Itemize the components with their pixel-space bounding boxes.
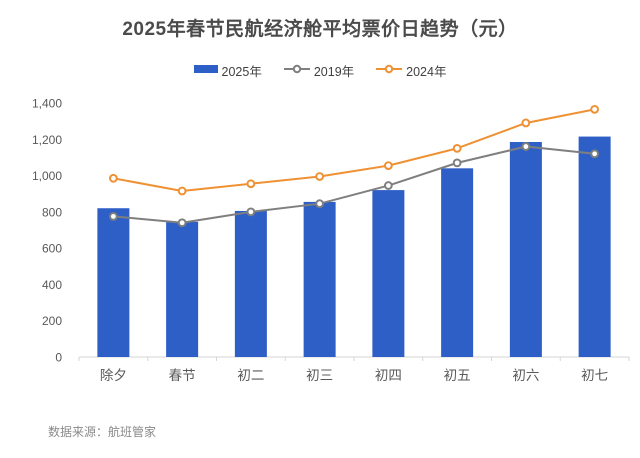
y-axis-tick-label: 0 [55, 351, 62, 365]
line-marker-swatch-icon [283, 61, 310, 79]
data-point-marker [246, 207, 256, 217]
bar [578, 136, 611, 357]
legend-item-2024: 2024年 [376, 61, 446, 80]
data-point-marker [177, 218, 187, 228]
data-point-marker [590, 149, 600, 159]
data-point-marker [246, 179, 256, 189]
bar [441, 168, 474, 357]
y-axis-tick-label: 600 [42, 242, 62, 256]
line-marker-swatch-icon [376, 61, 403, 79]
data-point-marker [383, 181, 393, 190]
x-axis-category-label: 初六 [512, 367, 539, 383]
trend-line [113, 108, 595, 192]
bar [372, 190, 405, 357]
data-point-marker [452, 158, 462, 168]
x-axis-category-label: 初四 [375, 367, 402, 383]
y-axis-tick-label: 1,000 [32, 169, 62, 183]
data-point-marker [452, 143, 462, 153]
legend-label: 2025年 [221, 64, 262, 79]
x-axis-category-label: 初五 [444, 367, 471, 383]
x-axis-category-label: 初二 [237, 367, 264, 383]
data-point-marker [177, 186, 187, 196]
y-axis-tick-label: 1,400 [32, 97, 62, 111]
x-axis-category-label: 除夕 [100, 368, 127, 383]
y-axis-tick-label: 800 [42, 205, 62, 219]
bar [303, 201, 336, 357]
y-axis-tick-label: 200 [42, 314, 62, 328]
data-point-marker [108, 173, 118, 183]
legend: 2025年 2019年 2024年 [0, 60, 640, 80]
chart-title: 2025年春节民航经济舱平均票价日趋势（元） [122, 19, 518, 40]
legend-label: 2024年 [406, 64, 447, 79]
legend-item-2019: 2019年 [283, 61, 355, 80]
data-point-marker [521, 142, 531, 151]
x-axis-category-label: 初三 [306, 367, 333, 383]
y-axis-tick-label: 1,200 [32, 133, 62, 147]
data-source-note: 数据来源：航班管家 [48, 425, 157, 439]
bar [509, 142, 542, 357]
data-point-marker [315, 172, 325, 181]
data-point-marker [590, 104, 600, 114]
trend-line [113, 145, 595, 224]
x-axis-category-label: 初七 [581, 367, 608, 383]
bar [97, 208, 130, 357]
data-point-marker [521, 118, 531, 128]
bar [234, 210, 267, 357]
data-point-marker [315, 199, 325, 209]
x-axis-category-label: 春节 [169, 368, 196, 383]
price-trend-chart: 0 200 400 600 800 1,000 1,200 1,400 除夕 春节 初二 初三 初四 初五… [32, 97, 630, 383]
bar [166, 221, 199, 357]
bar-swatch-icon [193, 61, 218, 79]
legend-label: 2019年 [313, 64, 355, 79]
data-point-marker [108, 211, 118, 221]
data-point-marker [383, 161, 393, 170]
legend-item-2025: 2025年 [193, 61, 262, 80]
y-axis-tick-label: 400 [42, 278, 62, 292]
